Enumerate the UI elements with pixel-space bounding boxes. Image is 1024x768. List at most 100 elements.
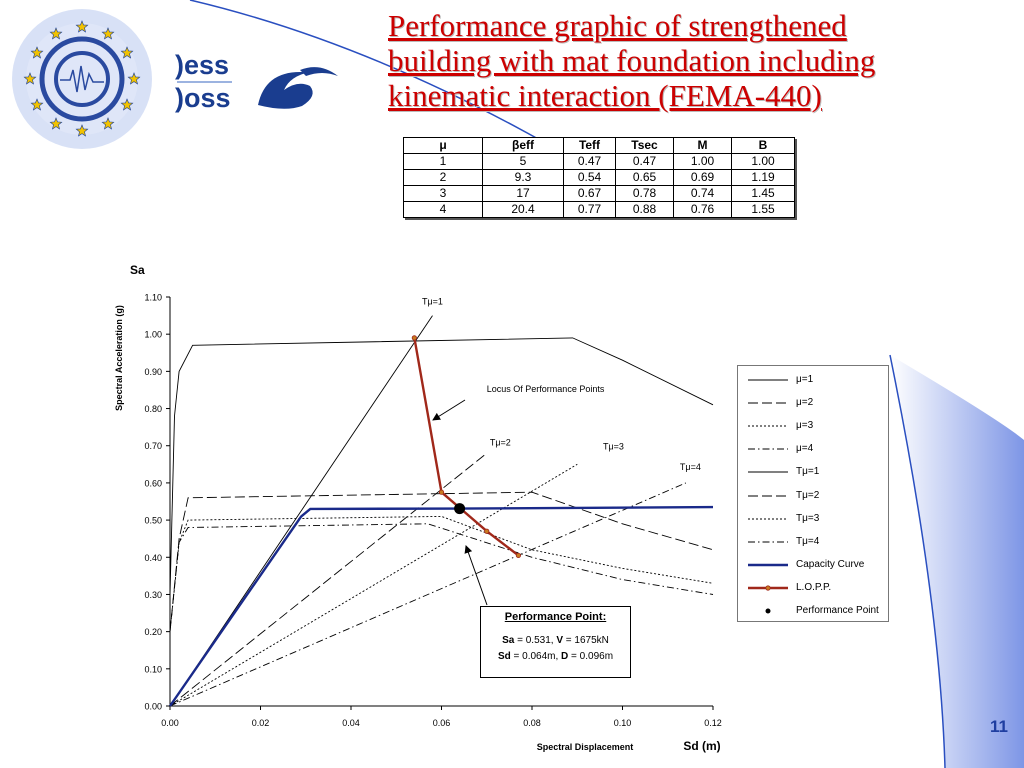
eu-stars-icon: [23, 20, 141, 137]
pp-d-label: D: [561, 651, 569, 662]
slide-number: 11: [990, 717, 1008, 736]
x-tick-label: 0.04: [342, 718, 360, 728]
star-icon: [49, 27, 63, 40]
x-tick-label: 0.06: [433, 718, 451, 728]
lopp-marker: [438, 489, 445, 495]
chart-annotation: Tμ=4: [680, 462, 701, 472]
legend-label: μ=4: [796, 443, 814, 455]
x-axis-label: Spectral Displacement: [537, 742, 634, 752]
chart-annotation: Tμ=1: [422, 296, 443, 306]
performance-point-arrow: [464, 545, 488, 606]
legend-item: μ=4: [746, 440, 886, 458]
title-line: kinematic interaction (FEMA-440): [388, 78, 822, 113]
title-line: building with mat foundation including: [388, 43, 876, 78]
pp-sd-label: Sd: [497, 651, 511, 662]
y-tick-label: 1.00: [144, 330, 162, 340]
y-tick-label: 0.30: [144, 590, 162, 600]
series-line-l-o-p-p-: [413, 337, 520, 557]
series-line-capacity-curve: [169, 505, 714, 707]
series-line--1: [169, 337, 714, 595]
ess-oss-logo: [12, 9, 152, 149]
legend-swatch-icon: [748, 471, 788, 473]
legend-item: μ=1: [746, 371, 886, 389]
fp6-logo-icon: [251, 67, 338, 112]
y-axis-unit: Sa: [130, 263, 145, 277]
legend-label: μ=1: [796, 374, 814, 385]
table-cell: 1.55: [731, 201, 795, 218]
series-line-t-4: [169, 482, 687, 707]
x-tick-label: 0.10: [614, 718, 632, 728]
legend-item: Tμ=1: [746, 463, 886, 481]
legend-label: Performance Point: [796, 605, 879, 616]
y-tick-label: 0.70: [144, 441, 162, 451]
legend-item: Performance Point: [746, 602, 886, 620]
table-body: 1 5 0.47 0.47 1.00 1.00 2 9.3 0.54 0.65 0.69 1.19 3 1…: [403, 153, 795, 218]
y-tick-label: 0.50: [144, 516, 162, 526]
lopp-marker: [515, 552, 522, 559]
parameter-table: μ βeff Teff Tsec M B 1 5 0.47 0.47 1.00 1.00 2…: [403, 137, 795, 218]
series-line--3: [169, 515, 714, 632]
lopp-marker: [411, 335, 417, 341]
logo-bracket: ): [175, 50, 184, 80]
star-icon: [75, 124, 89, 137]
legend-label: μ=3: [796, 420, 814, 432]
y-tick-label: 0.10: [144, 664, 162, 674]
pp-v-label: V: [556, 635, 563, 646]
side-swoosh-edge: [889, 354, 946, 768]
x-tick-label: 0.02: [252, 718, 270, 728]
table-cell: 1.00: [731, 153, 795, 170]
pp-sd-line: Sd = 0.064m, D = 0.096m: [481, 651, 630, 662]
performance-point-box: Performance Point: Sa = 0.531, V = 1675k…: [480, 606, 631, 678]
lopp-marker: [484, 528, 490, 534]
legend-swatch-icon: [748, 448, 788, 450]
legend-label: Tμ=1: [796, 466, 820, 478]
table-row: 4 20.4 0.77 0.88 0.76 1.55: [403, 201, 795, 218]
table-cell: 0.74: [673, 185, 732, 202]
header-swoosh: [189, 0, 541, 141]
slide-title: Performance graphic of strengthened buil…: [388, 8, 988, 113]
table-cell: 1.45: [731, 185, 795, 202]
pp-sa-value: = 0.531,: [514, 635, 557, 646]
legend-item: Tμ=2: [746, 487, 886, 505]
logo-ess: ess: [184, 50, 230, 80]
locus-arrow: [432, 399, 466, 421]
logo-ess-text: )ess: [175, 50, 229, 81]
legend-swatch-icon: [748, 402, 788, 404]
table-cell: 0.65: [615, 169, 674, 186]
table-cell: 20.4: [482, 201, 564, 218]
star-icon: [23, 72, 37, 85]
legend-item: Capacity Curve: [746, 556, 886, 574]
star-icon: [120, 98, 134, 111]
pp-d-value: = 0.096m: [568, 651, 614, 662]
performance-point-marker: [454, 503, 466, 515]
logo-bracket: ): [175, 83, 184, 113]
legend-swatch-icon: [765, 608, 771, 614]
title-line: Performance graphic of strengthened: [388, 8, 847, 43]
y-tick-label: 0.60: [144, 478, 162, 488]
y-tick-label: 0.00: [144, 702, 162, 712]
chart-annotation: Locus Of Performance Points: [487, 384, 605, 394]
table-cell: 0.88: [615, 201, 674, 218]
y-tick-label: 0.90: [144, 367, 162, 377]
series-line--4: [169, 523, 714, 632]
star-icon: [75, 20, 89, 33]
legend-swatch-icon: [748, 425, 788, 427]
star-icon: [101, 27, 115, 40]
star-icon: [30, 98, 44, 111]
pp-sa-line: Sa = 0.531, V = 1675kN: [481, 635, 630, 646]
x-axis-unit: Sd (m): [683, 739, 720, 753]
logo-oss: oss: [184, 83, 231, 113]
chart-annotation: Tμ=3: [603, 441, 624, 451]
star-icon: [49, 117, 63, 130]
legend-swatch-icon: [748, 518, 788, 520]
x-tick-label: 0.08: [523, 718, 541, 728]
legend-item: μ=3: [746, 417, 886, 435]
y-tick-label: 0.20: [144, 627, 162, 637]
table-cell: 0.77: [563, 201, 616, 218]
legend-swatch-icon: [748, 541, 788, 543]
legend-item: μ=2: [746, 394, 886, 412]
y-tick-label: 1.10: [144, 293, 162, 303]
legend-label: Tμ=4: [796, 535, 820, 547]
